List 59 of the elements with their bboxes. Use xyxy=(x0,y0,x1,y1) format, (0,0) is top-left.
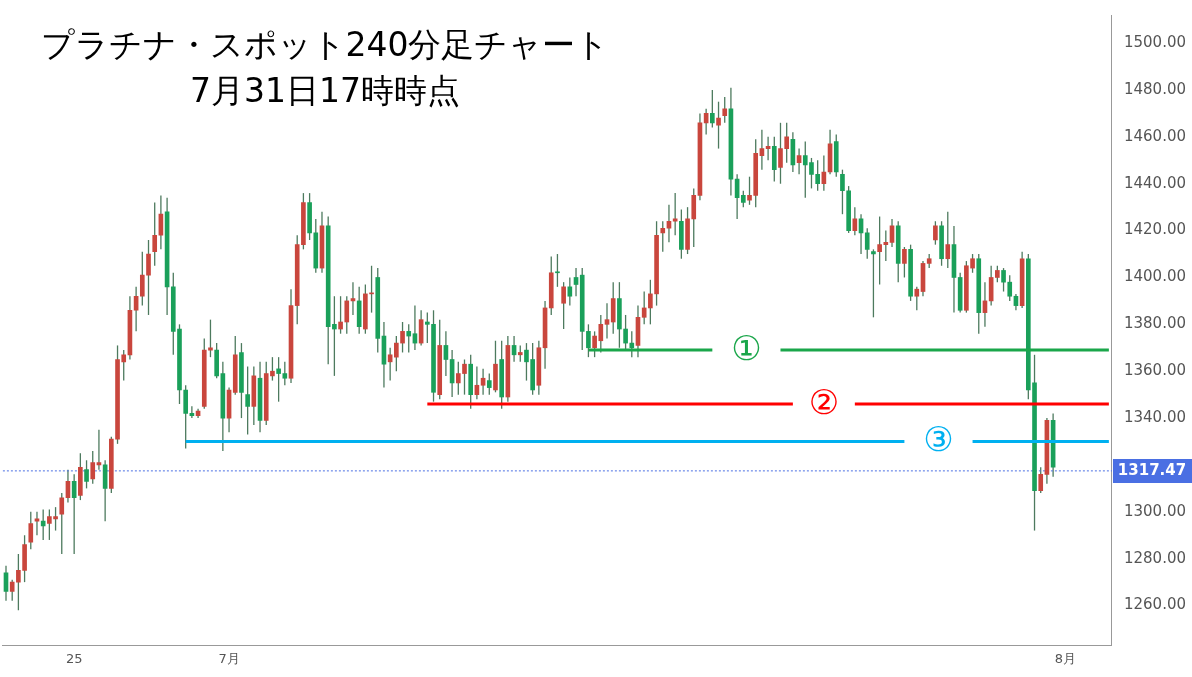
candlestick xyxy=(1007,274,1013,302)
y-tick-label: 1260.00 xyxy=(1123,595,1186,614)
candlestick xyxy=(561,281,566,330)
candlestick xyxy=(245,365,250,436)
candlestick xyxy=(338,295,343,335)
ref-line-label: 1317.47 xyxy=(1117,460,1187,479)
candlestick xyxy=(1001,267,1006,293)
series-label: ① xyxy=(731,327,762,368)
candlestick xyxy=(486,372,492,396)
candlestick xyxy=(871,248,876,318)
x-tick-label: 7月 xyxy=(218,650,240,666)
candlestick xyxy=(648,279,653,325)
candlestick xyxy=(945,211,951,269)
y-tick-label: 1360.00 xyxy=(1123,361,1186,380)
candlestick xyxy=(139,251,145,307)
candlestick xyxy=(629,330,635,358)
y-tick-label: 1280.00 xyxy=(1123,548,1186,567)
candlestick xyxy=(933,220,938,246)
candlestick xyxy=(59,492,65,555)
candlestick xyxy=(146,239,151,316)
candlestick xyxy=(716,101,721,150)
candlestick xyxy=(567,276,573,307)
y-tick-label: 1460.00 xyxy=(1123,126,1186,145)
candlestick xyxy=(914,286,920,311)
candlestick xyxy=(40,508,46,541)
y-tick-label: 1420.00 xyxy=(1123,220,1186,239)
chart-title: プラチナ・スポット240分足チャート xyxy=(39,24,611,66)
candlestick xyxy=(641,290,647,325)
candlestick xyxy=(152,201,158,267)
candlestick xyxy=(902,246,907,279)
candlestick xyxy=(604,302,610,340)
series-label: ② xyxy=(808,381,840,422)
candlestick xyxy=(394,335,399,372)
candlestick xyxy=(208,319,213,358)
text: 7月31日17時時点 xyxy=(189,70,461,112)
y-tick-label: 1400.00 xyxy=(1123,267,1186,286)
candlestick xyxy=(90,450,96,485)
series-label: ③ xyxy=(923,419,954,460)
y-tick-label: 1440.00 xyxy=(1123,173,1186,192)
candlestick xyxy=(722,96,728,124)
y-tick-label: 1500.00 xyxy=(1123,33,1186,52)
candlestick xyxy=(406,323,412,354)
candlestick xyxy=(623,314,628,351)
candlestick xyxy=(710,89,715,129)
candlestick xyxy=(660,220,666,253)
y-tick-label: 1480.00 xyxy=(1123,79,1186,98)
candlestick xyxy=(84,459,89,490)
x-tick-label: 8月 xyxy=(1054,650,1077,666)
candlestick xyxy=(555,253,560,288)
candlestick xyxy=(9,579,15,602)
y-tick-label: 1300.00 xyxy=(1123,501,1186,520)
candlestick xyxy=(28,511,34,550)
candlestick xyxy=(864,227,870,260)
y-tick-label: 1340.00 xyxy=(1123,407,1186,426)
x-tick-label: 25 xyxy=(65,650,83,666)
candlestick xyxy=(400,321,405,354)
candlestick xyxy=(344,295,350,335)
y-tick-label: 1380.00 xyxy=(1123,314,1186,333)
candlestick xyxy=(1038,466,1044,494)
